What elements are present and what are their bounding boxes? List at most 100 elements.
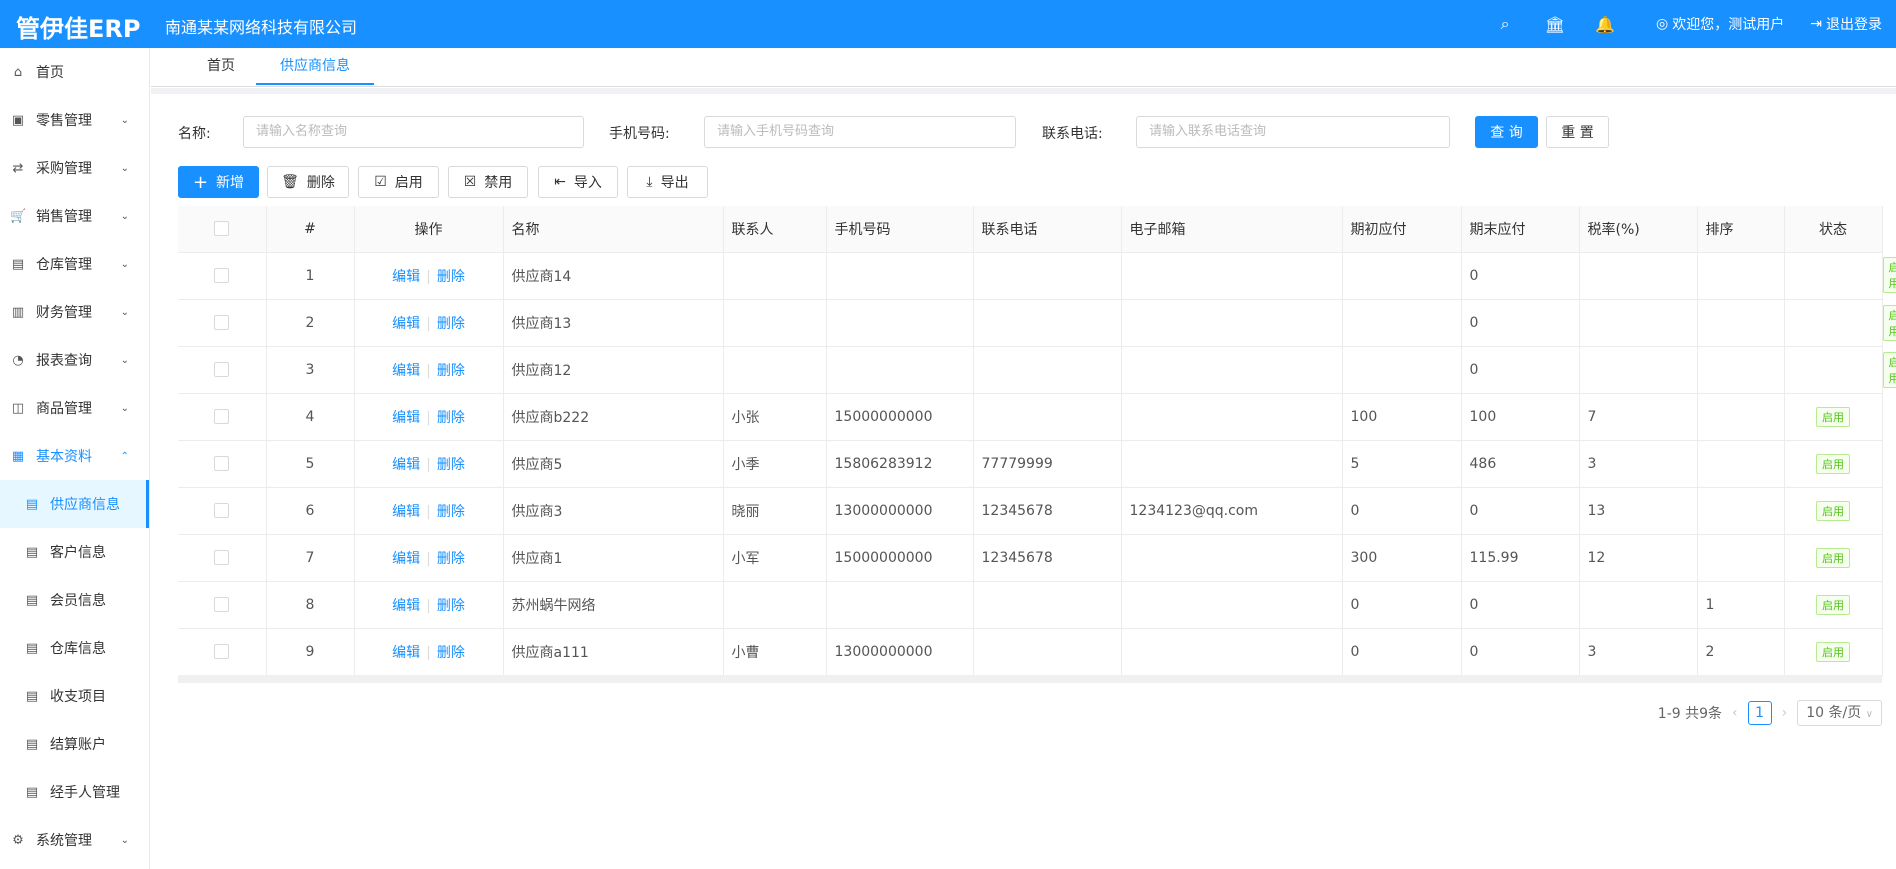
sidebar-item[interactable]: ▤ 客户信息	[0, 528, 149, 576]
table-cell: 0	[1461, 487, 1580, 535]
row-checkbox[interactable]	[178, 393, 267, 441]
add-button[interactable]: + 新增	[178, 166, 259, 198]
column-header[interactable]: 操作	[354, 206, 504, 253]
pagination-summary: 1-9 共9条	[1657, 706, 1723, 722]
table-row: 6 编辑 | 删除 供应商3 晓丽 13000000000 12345678 1234123@q…	[178, 487, 1883, 535]
edit-link[interactable]: 编辑	[392, 503, 421, 520]
edit-link[interactable]: 编辑	[392, 597, 421, 614]
delete-link[interactable]: 删除	[436, 644, 465, 661]
sidebar-item[interactable]: ▤ 仓库信息	[0, 624, 149, 672]
column-header[interactable]: #	[266, 206, 355, 253]
sidebar-item[interactable]: ▤ 供应商信息	[0, 480, 149, 528]
delete-link[interactable]: 删除	[436, 362, 465, 379]
sidebar-item[interactable]: ▤ 收支项目	[0, 672, 149, 720]
top-header: 管伊佳ERP 南通某某网络科技有限公司 ⌕ 🏛 🔔 ◎ 欢迎您，测试用户 ⇥ 退出登…	[0, 0, 1896, 48]
sidebar-item[interactable]: ◫ 商品管理 ⌄	[0, 384, 149, 432]
table-row: 7 编辑 | 删除 供应商1 小军 15000000000 12345678 300 115.99…	[178, 534, 1883, 582]
sidebar-item-label: 首页	[36, 65, 64, 81]
sidebar-item-label: 供应商信息	[50, 497, 120, 513]
sidebar-item-label: 基本资料	[36, 449, 92, 465]
prev-page-icon[interactable]: ‹	[1732, 705, 1738, 721]
row-checkbox[interactable]	[178, 487, 267, 535]
row-checkbox[interactable]	[178, 299, 267, 347]
edit-link[interactable]: 编辑	[392, 456, 421, 473]
delete-link[interactable]: 删除	[436, 409, 465, 426]
phone-search-input[interactable]: 请输入手机号码查询	[704, 116, 1016, 148]
sidebar-item[interactable]: ▥ 财务管理 ⌄	[0, 288, 149, 336]
edit-link[interactable]: 编辑	[392, 644, 421, 661]
export-button[interactable]: ⤓ 导出	[627, 166, 708, 198]
row-checkbox[interactable]	[178, 534, 267, 582]
sidebar-item[interactable]: 🛒 销售管理 ⌄	[0, 192, 149, 240]
table-cell	[1121, 393, 1343, 441]
bank-icon[interactable]: 🏛	[1544, 14, 1566, 34]
query-button[interactable]: 查 询	[1475, 116, 1538, 148]
column-header[interactable]: 状态	[1784, 206, 1883, 253]
next-page-icon[interactable]: ›	[1781, 705, 1788, 721]
delete-link[interactable]: 删除	[436, 503, 465, 520]
column-header[interactable]: 联系人	[723, 206, 827, 253]
status-badge: 启用	[1816, 453, 1850, 474]
edit-link[interactable]: 编辑	[392, 315, 421, 332]
sidebar-item[interactable]: ▤ 会员信息	[0, 576, 149, 624]
reset-button[interactable]: 重 置	[1546, 116, 1609, 148]
import-button[interactable]: ⇤ 导入	[538, 166, 618, 198]
sidebar-item-label: 报表查询	[36, 353, 92, 369]
tab-supplier-info[interactable]: 供应商信息	[256, 48, 374, 85]
sidebar-item[interactable]: ▤ 结算账户	[0, 720, 149, 768]
sidebar-item[interactable]: ⌂ 首页	[0, 48, 149, 96]
page-size-select[interactable]: 10 条/页 ∨	[1797, 700, 1882, 726]
account-book-icon: ▥	[11, 304, 25, 320]
delete-link[interactable]: 删除	[436, 597, 465, 614]
divider: |	[426, 550, 431, 567]
edit-link[interactable]: 编辑	[392, 268, 421, 285]
sidebar-item[interactable]: ⚙ 系统管理 ⌄	[0, 816, 149, 864]
row-checkbox[interactable]	[178, 581, 267, 629]
delete-link[interactable]: 删除	[436, 456, 465, 473]
column-header[interactable]: 税率(%)	[1579, 206, 1698, 253]
row-actions: 编辑 | 删除	[354, 628, 504, 676]
row-checkbox[interactable]	[178, 346, 267, 394]
telephone-search-input[interactable]: 请输入联系电话查询	[1136, 116, 1450, 148]
select-all-checkbox[interactable]	[178, 206, 267, 253]
row-checkbox[interactable]	[178, 440, 267, 488]
enable-button[interactable]: ☑ 启用	[358, 166, 439, 198]
search-icon[interactable]: ⌕	[1500, 14, 1510, 33]
name-search-input[interactable]: 请输入名称查询	[243, 116, 584, 148]
page-1[interactable]: 1	[1747, 701, 1772, 725]
sidebar-item[interactable]: ▦ 基本资料 ⌃	[0, 432, 149, 480]
edit-link[interactable]: 编辑	[392, 409, 421, 426]
column-header[interactable]: 手机号码	[826, 206, 974, 253]
column-header[interactable]: 名称	[503, 206, 724, 253]
delete-link[interactable]: 删除	[436, 315, 465, 332]
sidebar-item[interactable]: ▤ 经手人管理	[0, 768, 149, 816]
chevron-down-icon: ∨	[1865, 709, 1873, 720]
sidebar-item[interactable]: ▤ 仓库管理 ⌄	[0, 240, 149, 288]
user-menu[interactable]: ◎ 欢迎您，测试用户	[1656, 14, 1784, 34]
table-cell	[1579, 299, 1698, 347]
tab-home[interactable]: 首页	[207, 58, 235, 74]
delete-link[interactable]: 删除	[436, 268, 465, 285]
sidebar-item-label: 系统管理	[36, 833, 92, 849]
column-header[interactable]: 电子邮箱	[1121, 206, 1343, 253]
column-header[interactable]: 期初应付	[1342, 206, 1462, 253]
close-square-icon: ☒	[463, 174, 477, 190]
column-header[interactable]: 联系电话	[973, 206, 1122, 253]
column-header[interactable]: 期末应付	[1461, 206, 1580, 253]
logout-button[interactable]: ⇥ 退出登录	[1810, 14, 1882, 34]
sidebar-item[interactable]: ⇄ 采购管理 ⌄	[0, 144, 149, 192]
delete-button[interactable]: 🗑 删除	[267, 166, 349, 198]
sidebar-item[interactable]: ◔ 报表查询 ⌄	[0, 336, 149, 384]
table-scrollbar[interactable]	[178, 675, 1882, 683]
delete-link[interactable]: 删除	[436, 550, 465, 567]
table-cell: 15806283912	[826, 440, 974, 488]
edit-link[interactable]: 编辑	[392, 550, 421, 567]
sidebar-item[interactable]: ▣ 零售管理 ⌄	[0, 96, 149, 144]
disable-button[interactable]: ☒ 禁用	[448, 166, 528, 198]
bell-icon[interactable]: 🔔	[1595, 14, 1615, 34]
column-header[interactable]: 排序	[1697, 206, 1785, 253]
row-checkbox[interactable]	[178, 628, 267, 676]
disable-label: 禁用	[484, 175, 513, 191]
row-checkbox[interactable]	[178, 252, 267, 300]
edit-link[interactable]: 编辑	[392, 362, 421, 379]
